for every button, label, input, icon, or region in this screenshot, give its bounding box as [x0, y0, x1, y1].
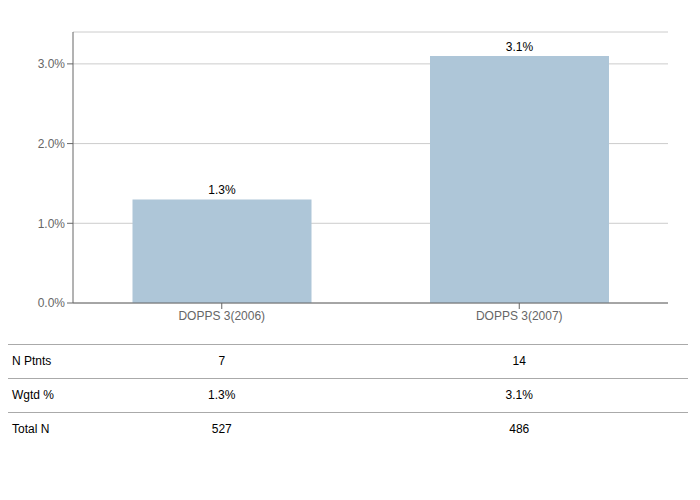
svg-text:DOPPS 3(2007): DOPPS 3(2007)	[476, 309, 563, 323]
svg-text:DOPPS 3(2006): DOPPS 3(2006)	[178, 309, 265, 323]
html-text:14: 14	[512, 354, 526, 368]
svg-text:2.0%: 2.0%	[38, 137, 66, 151]
svg-text:1.3%: 1.3%	[208, 183, 236, 197]
html-text:486: 486	[509, 422, 530, 436]
html-text:N Ptnts: N Ptnts	[12, 354, 52, 368]
html-text:7: 7	[218, 354, 226, 368]
html-text:Total N: Total N	[12, 422, 50, 436]
svg-text:3.0%: 3.0%	[38, 57, 66, 71]
html-text:527: 527	[211, 422, 232, 436]
svg-text:0.0%: 0.0%	[38, 296, 66, 310]
html-text:1.3%: 1.3%	[208, 388, 236, 402]
svg-text:1.0%: 1.0%	[38, 217, 66, 231]
html-text:3.1%: 3.1%	[505, 388, 533, 402]
svg-text:3.1%: 3.1%	[506, 40, 534, 54]
html-text:Wgtd %: Wgtd %	[12, 388, 54, 402]
